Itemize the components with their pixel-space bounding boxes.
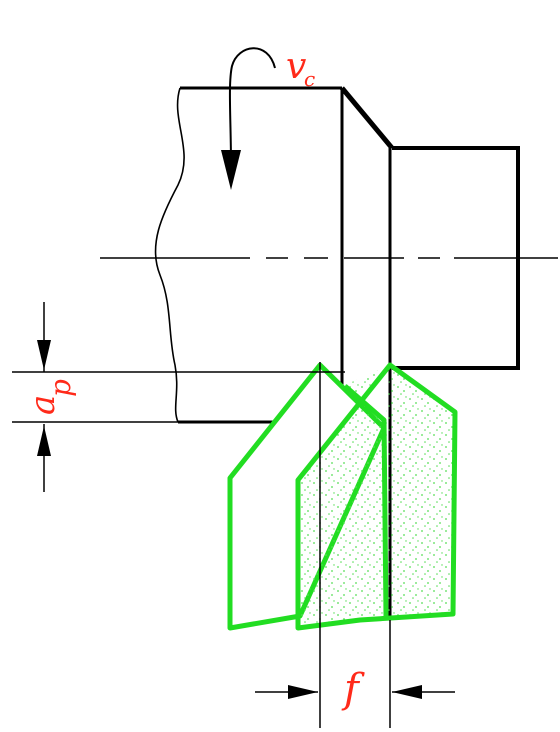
break-line [154,87,185,423]
dimension-arrow-icon [392,685,422,699]
dimension-arrow-icon [288,685,318,699]
feed-label: f [341,666,365,712]
depth-of-cut-label-group: a p [23,379,77,415]
depth-of-cut-label: a [23,395,63,415]
dimension-arrow-icon [37,426,51,456]
cutting-speed-subscript: c [304,67,315,91]
arrow-head-icon [221,150,241,190]
cutting-speed-label: v [286,46,306,87]
depth-of-cut-dimension [12,302,345,492]
chamfer-edge [340,86,394,150]
rotation-arrow [221,47,276,190]
feed-dimension [255,362,455,728]
depth-of-cut-subscript: p [44,379,77,397]
cutting-tool-current [295,362,458,631]
dimension-arrow-icon [37,340,51,370]
